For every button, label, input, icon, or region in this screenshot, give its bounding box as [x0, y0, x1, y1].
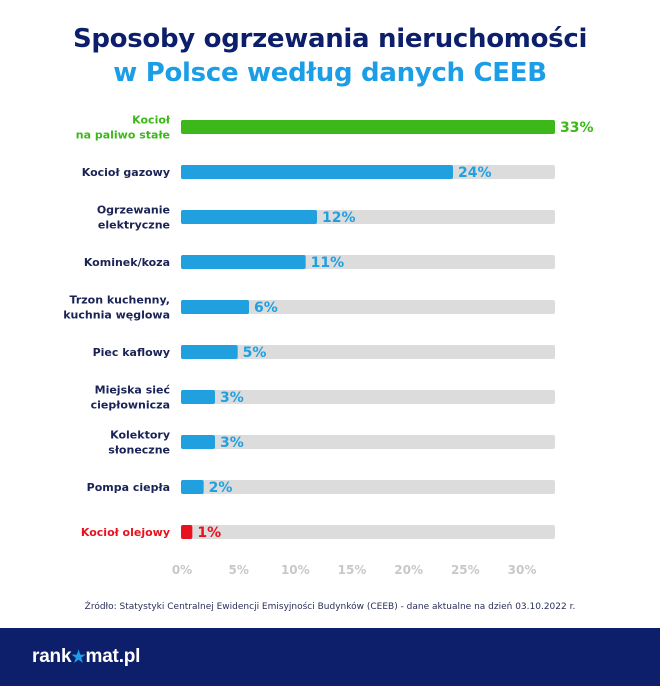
bar — [181, 210, 317, 224]
x-tick-label: 10% — [281, 563, 310, 577]
x-tick-label: 15% — [338, 563, 367, 577]
source-note: Źródło: Statystyki Centralnej Ewidencji … — [84, 602, 576, 612]
category-label: Pompa ciepła — [87, 481, 170, 494]
chart-subtitle: w Polsce według danych CEEB — [113, 58, 547, 88]
category-label: Piec kaflowy — [93, 346, 170, 359]
bar-value-label: 12% — [322, 210, 356, 226]
category-label: Ogrzewanie elektryczne — [97, 204, 170, 232]
bar — [181, 255, 306, 269]
category-label: Kominek/koza — [84, 256, 170, 269]
bar-value-label: 5% — [243, 345, 267, 361]
logo-text-part2: mat.pl — [85, 646, 141, 667]
x-tick-label: 30% — [508, 563, 537, 577]
bar-value-label: 24% — [458, 165, 492, 181]
bar-track — [181, 480, 555, 494]
bar — [181, 525, 193, 539]
bar-chart: 33% Kocioł na paliwo stałe 24% Kocioł gazowy… — [63, 114, 594, 578]
category-label: Kocioł gazowy — [82, 166, 170, 179]
bar-value-label: 6% — [254, 300, 278, 316]
bar-value-label: 11% — [311, 255, 345, 271]
bar-value-label: 2% — [209, 480, 233, 496]
category-label: Kocioł olejowy — [81, 526, 170, 539]
x-tick-label: 5% — [228, 563, 248, 577]
bar-value-label: 3% — [220, 390, 244, 406]
chart-title: Sposoby ogrzewania nieruchomości — [72, 24, 588, 54]
star-icon: ★ — [71, 649, 86, 666]
bar-value-label: 33% — [560, 120, 594, 136]
bar-track — [181, 390, 555, 404]
rankomat-logo[interactable]: rank★mat.pl — [32, 646, 140, 668]
category-label: Kocioł na paliwo stałe — [76, 114, 171, 142]
bar-track — [181, 345, 555, 359]
x-tick-label: 20% — [394, 563, 423, 577]
bar — [181, 165, 453, 179]
bar — [181, 435, 215, 449]
bar-track — [181, 300, 555, 314]
footer-bar: rank★mat.pl — [0, 628, 660, 686]
bar — [181, 345, 238, 359]
bar — [181, 480, 204, 494]
logo-text-part1: rank — [32, 646, 72, 667]
category-label: Miejska sieć ciepłownicza — [91, 384, 171, 412]
category-label: Trzon kuchenny, kuchnia węglowa — [63, 294, 170, 322]
bar — [181, 120, 555, 134]
x-tick-label: 25% — [451, 563, 480, 577]
category-label: Kolektory słoneczne — [108, 429, 170, 457]
bar-value-label: 3% — [220, 435, 244, 451]
bar — [181, 300, 249, 314]
bar-value-label: 1% — [197, 525, 221, 541]
bar — [181, 390, 215, 404]
bar-track — [181, 435, 555, 449]
bar-track — [181, 525, 555, 539]
x-tick-label: 0% — [172, 563, 192, 577]
